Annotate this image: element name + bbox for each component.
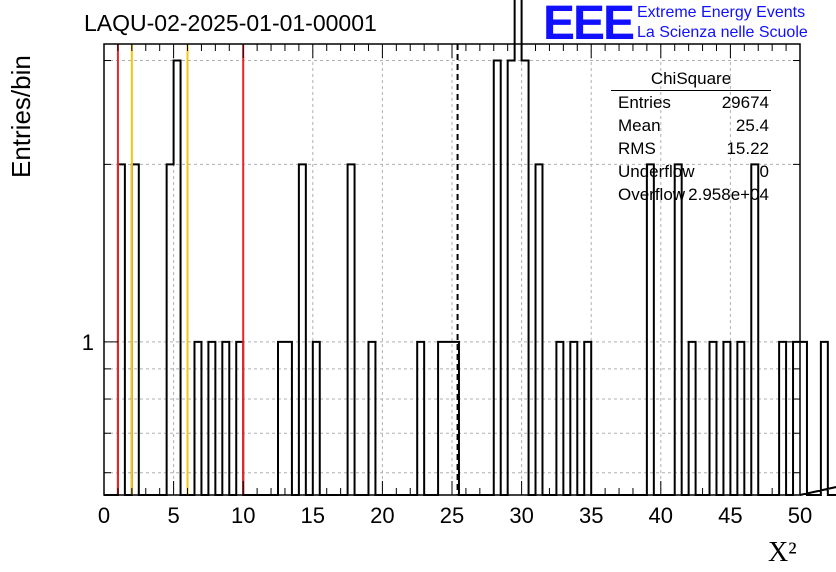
x-tick-label: 20 [370,503,394,528]
stats-row-rms: RMS 15.22 [611,137,777,160]
histogram-bin [508,61,515,495]
stats-title: ChiSquare [611,68,771,91]
histogram-bin [737,342,744,495]
stats-row-overflow: Overflow 2.958e+04 [611,183,777,206]
stats-key: Entries [618,93,671,112]
histogram-bin [313,342,320,495]
histogram-bin [222,342,229,495]
histogram-bin [710,342,717,495]
histogram-bin [118,164,125,495]
histogram-bin [584,342,591,495]
y-axis-label: Entries/bin [6,55,36,178]
histogram-bin [689,342,696,495]
histogram-bin [236,342,243,495]
x-tick-label: 50 [788,503,812,528]
histogram-bin [445,342,452,495]
stats-value: 0 [759,162,769,181]
stats-key: RMS [618,139,656,158]
stats-value: 25.4 [735,116,769,135]
histogram-bin [556,342,563,495]
histogram-bin [299,164,306,495]
histogram-bin [821,342,828,495]
histogram-bin [793,342,800,495]
histogram-bin [647,164,654,495]
y-tick-label: 1 [82,330,94,355]
logo-line-2: La Scienza nelle Scuole [637,24,808,41]
histogram-bin [348,164,355,495]
x-tick-label: 30 [509,503,533,528]
stats-row-mean: Mean 25.4 [611,114,777,137]
histogram-bin [515,0,522,495]
histogram-bin [167,164,174,495]
histogram-bin [800,342,807,495]
histogram-bin [417,342,424,495]
stats-key: Overflow [618,185,686,204]
histogram-bin [570,342,577,495]
histogram-bin [522,61,529,495]
histogram-bin [438,342,445,495]
histogram-bin [494,61,501,495]
x-tick-label: 25 [440,503,464,528]
stats-value: 15.22 [726,139,769,158]
x-axis-label: X² [768,537,797,568]
x-tick-label: 5 [167,503,179,528]
histogram-bin [723,342,730,495]
stats-box: ChiSquare Entries 29674 Mean 25.4 RMS 15… [611,68,777,206]
x-tick-label: 45 [718,503,742,528]
stats-key: Mean [618,116,661,135]
x-tick-label: 15 [301,503,325,528]
histogram-bin [194,342,201,495]
histogram-bin [368,342,375,495]
x-tick-label: 35 [579,503,603,528]
marker-lines [116,44,459,495]
x-tick-label: 10 [231,503,255,528]
x-tick-label: 40 [649,503,673,528]
histogram-bin [536,164,543,495]
histogram-bin [208,342,215,495]
stats-row-entries: Entries 29674 [611,91,777,114]
histogram-bin [779,342,786,495]
chart-title: LAQU-02-2025-01-01-00001 [84,10,377,36]
histogram-bin [675,164,682,495]
stats-key: Underflow [618,162,695,181]
histogram-bin [132,164,139,495]
stats-row-underflow: Underflow 0 [611,160,777,183]
stats-value: 29674 [721,93,769,112]
histogram-bin [278,342,285,495]
x-tick-label: 0 [98,503,110,528]
histogram-bin [174,61,181,495]
histogram-bin [285,342,292,495]
stats-value: 2.958e+04 [688,185,769,204]
logo-line-1: Extreme Energy Events [637,4,806,21]
histogram-bin [751,164,758,495]
eee-logo: EEE [543,0,635,50]
x-axis-ticks: 0 5 10 15 20 25 30 35 40 45 50 [98,44,812,528]
